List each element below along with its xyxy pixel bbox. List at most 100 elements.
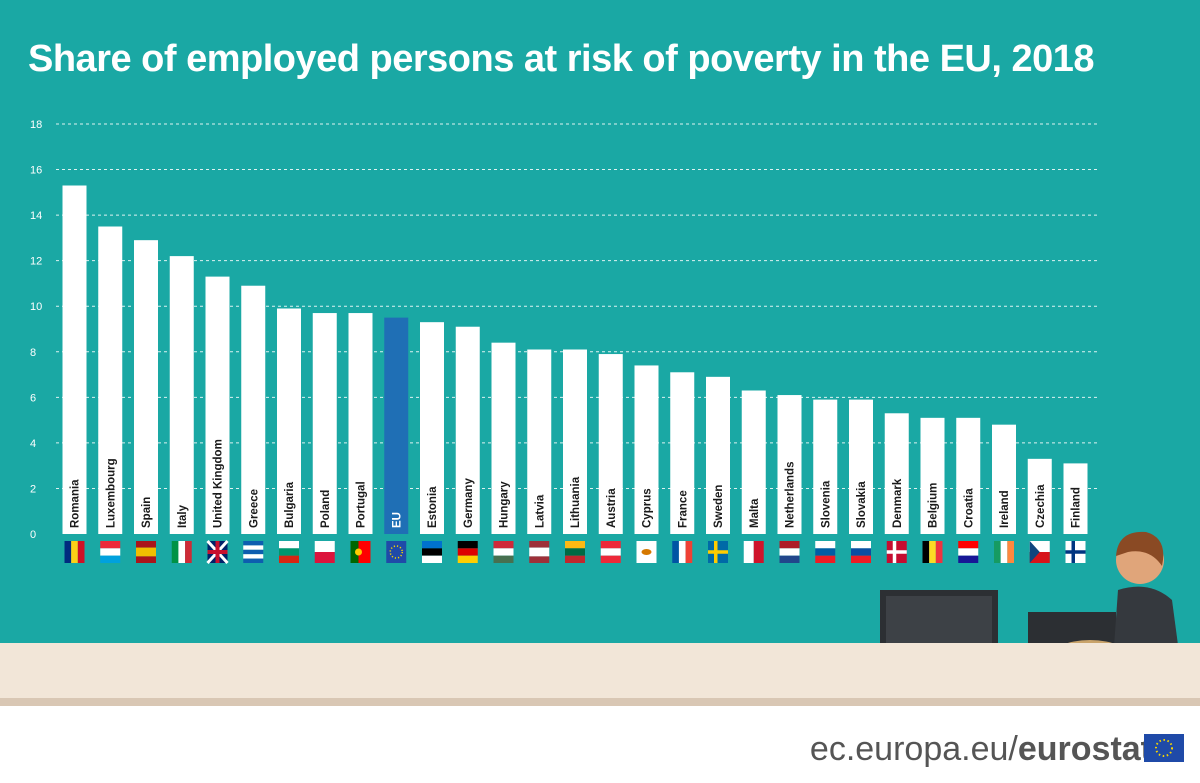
bar (98, 226, 123, 534)
flag-stripe (753, 541, 764, 563)
footer-brand: eurostat (1017, 730, 1152, 768)
category-label: Malta (749, 498, 761, 528)
bar (563, 349, 587, 534)
flag-stripe (958, 541, 979, 549)
category-label: Luxembourg (105, 458, 117, 528)
flag-stripe (279, 541, 299, 549)
footer-url[interactable]: ec.europa.eu/eurostat (810, 730, 1152, 769)
bar (241, 285, 266, 534)
bar (62, 185, 87, 534)
flag-stripe (350, 541, 359, 563)
category-label: Greece (248, 489, 260, 528)
flag-stripe (243, 554, 264, 559)
flag-stripe (815, 548, 836, 556)
czechia-flag-icon (1029, 541, 1050, 563)
bar-chart: 0 2 4 6 8 10 12 14 16 18 Romania Luxembourg Spain It… (30, 119, 1178, 643)
category-label: Lithuania (570, 476, 582, 528)
spain-flag-icon (136, 541, 156, 563)
flag-stripe (136, 556, 156, 563)
flag-cross (708, 550, 728, 554)
flag-stripe (1029, 541, 1050, 552)
austria-flag-icon (600, 541, 621, 563)
flag-stripe (457, 548, 478, 556)
flag-stripe (743, 541, 754, 563)
bar (670, 372, 695, 534)
flag-stripe (457, 555, 478, 563)
category-label: Slovenia (820, 480, 832, 528)
flag-emblem (355, 548, 362, 556)
portugal-flag-icon (350, 541, 371, 563)
flag-emblem (641, 549, 652, 555)
flag-stripe (815, 541, 836, 549)
category-label: Ireland (999, 490, 1011, 528)
y-tick-label: 2 (30, 483, 36, 495)
flag-stripe (279, 548, 299, 556)
y-tick-label: 0 (30, 529, 36, 541)
ireland-flag-icon (994, 541, 1014, 563)
flag-stripe (100, 541, 121, 549)
flag-stripe (958, 548, 979, 556)
denmark-flag-icon (886, 541, 907, 563)
flag-stripe (672, 541, 679, 563)
luxembourg-flag-icon (100, 541, 121, 563)
category-label: EU (391, 512, 403, 528)
monitor-small (1028, 612, 1116, 643)
flag-stripe (64, 541, 72, 563)
sweden-flag-icon (708, 541, 728, 563)
category-label: Sweden (713, 485, 725, 528)
flag-stars (389, 545, 403, 559)
flag-stripe (600, 541, 621, 549)
flag-cross (886, 550, 907, 554)
bar (634, 365, 659, 534)
estonia-flag-icon (422, 541, 442, 563)
category-label: Germany (463, 478, 475, 528)
bar (134, 240, 158, 534)
cyprus-flag-icon (636, 541, 657, 563)
flag-stripe (314, 541, 335, 552)
category-label: Croatia (963, 488, 975, 528)
finland-flag-icon (1065, 541, 1086, 563)
flag-stripe (685, 541, 693, 563)
flag-stripe (314, 552, 335, 563)
flag-stripe (851, 541, 871, 549)
category-labels: Romania Luxembourg Spain Italy United Kingdo… (70, 439, 1083, 528)
germany-flag-icon (457, 541, 478, 563)
croatia-flag-icon (958, 541, 979, 563)
y-tick-label: 18 (30, 119, 42, 131)
flag-stripe (935, 541, 943, 563)
flag-stripe (77, 541, 85, 563)
y-tick-label: 4 (30, 438, 36, 450)
floor-edge (0, 698, 1200, 706)
flag-stripe (565, 548, 585, 556)
eu-stars-icon (1155, 739, 1173, 757)
flag-field (386, 541, 407, 563)
flag-stripe (779, 555, 800, 563)
united-kingdom-flag-icon (206, 539, 229, 565)
flag-stripe (493, 541, 514, 549)
flag-stripe (136, 541, 156, 548)
flag-stripe (243, 558, 264, 563)
y-axis-ticks: 0 2 4 6 8 10 12 14 16 18 (30, 119, 42, 541)
flag-stripe (100, 548, 121, 556)
flag-cross (207, 550, 228, 554)
flag-stripe (71, 541, 78, 563)
flag-stripe (243, 549, 264, 555)
bar (598, 354, 623, 534)
person-legs (1067, 640, 1113, 643)
bar (527, 349, 552, 534)
bar (1063, 463, 1088, 534)
footer-site: ec.europa.eu/ (809, 730, 1018, 768)
hungary-flag-icon (493, 541, 514, 563)
y-tick-label: 14 (30, 210, 42, 222)
flag-stripe (565, 541, 585, 549)
flag-stripe (493, 548, 514, 556)
belgium-flag-icon (922, 541, 943, 563)
bar (277, 308, 301, 534)
bar (956, 417, 981, 534)
monitor-large-screen (886, 596, 992, 643)
malta-flag-icon (743, 541, 764, 563)
category-label: Cyprus (642, 488, 654, 528)
y-tick-label: 16 (30, 165, 42, 177)
flag-stripe (815, 555, 836, 563)
flag-stripe (529, 556, 550, 563)
